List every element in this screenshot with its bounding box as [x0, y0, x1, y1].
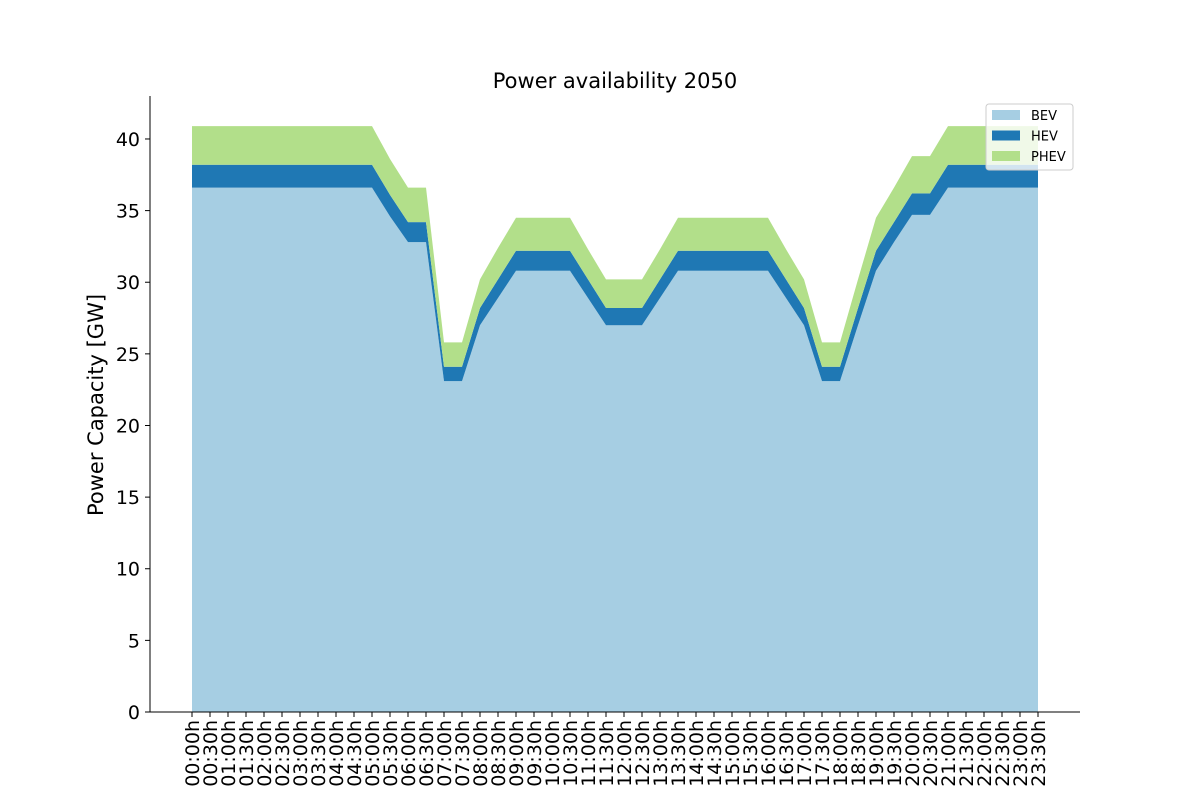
- x-tick-label: 02:00h: [254, 720, 276, 787]
- chart-title: Power availability 2050: [493, 69, 737, 93]
- x-tick-label: 00:30h: [200, 720, 222, 787]
- x-tick-label: 03:30h: [308, 720, 330, 787]
- x-tick-label: 13:00h: [650, 720, 672, 787]
- x-tick-label: 21:30h: [956, 720, 978, 787]
- x-tick-label: 22:00h: [974, 720, 996, 787]
- x-tick-label: 01:30h: [236, 720, 258, 787]
- x-tick-label: 21:00h: [938, 720, 960, 787]
- x-tick-label: 14:00h: [686, 720, 708, 787]
- x-tick-label: 18:30h: [848, 720, 870, 787]
- legend-swatch-bev: [992, 110, 1020, 120]
- y-tick-label: 20: [116, 415, 140, 437]
- area-series-phev: [192, 126, 1038, 367]
- y-tick-label: 40: [116, 129, 140, 151]
- legend-swatch-phev: [992, 151, 1020, 161]
- x-tick-label: 10:00h: [542, 720, 564, 787]
- x-tick-label: 12:30h: [632, 720, 654, 787]
- x-tick-label: 19:30h: [884, 720, 906, 787]
- x-tick-label: 15:30h: [740, 720, 762, 787]
- x-tick-label: 20:00h: [902, 720, 924, 787]
- axes-layer: [149, 96, 1080, 713]
- x-tick-label: 17:00h: [794, 720, 816, 787]
- x-tick-label: 19:00h: [866, 720, 888, 787]
- x-tick-label: 23:30h: [1028, 720, 1050, 787]
- x-tick-label: 20:30h: [920, 720, 942, 787]
- x-tick-label: 17:30h: [812, 720, 834, 787]
- legend-label-bev: BEV: [1031, 109, 1057, 124]
- y-tick-label: 0: [128, 702, 140, 724]
- x-tick-label: 08:30h: [488, 720, 510, 787]
- x-tick-label: 16:00h: [758, 720, 780, 787]
- x-tick-label: 09:30h: [524, 720, 546, 787]
- x-tick-label: 15:00h: [722, 720, 744, 787]
- x-tick-label: 11:00h: [578, 720, 600, 787]
- x-tick-label: 04:00h: [326, 720, 348, 787]
- x-tick-label: 02:30h: [272, 720, 294, 787]
- y-axis-label: Power Capacity [GW]: [84, 294, 108, 516]
- x-tick-label: 08:00h: [470, 720, 492, 787]
- x-tick-label: 06:00h: [398, 720, 420, 787]
- legend-swatch-hev: [992, 130, 1020, 141]
- x-tick-label: 07:30h: [452, 720, 474, 787]
- legend-label-phev: PHEV: [1031, 150, 1066, 165]
- x-tick-label: 14:30h: [704, 720, 726, 787]
- area-layer: [192, 126, 1038, 712]
- x-tick-label: 05:00h: [362, 720, 384, 787]
- x-tick-label: 10:30h: [560, 720, 582, 787]
- x-tick-label: 16:30h: [776, 720, 798, 787]
- legend-label-hev: HEV: [1031, 130, 1058, 145]
- x-tick-label: 22:30h: [992, 720, 1014, 787]
- x-tick-label: 06:30h: [416, 720, 438, 787]
- x-tick-label: 04:30h: [344, 720, 366, 787]
- x-tick-label: 23:00h: [1010, 720, 1032, 787]
- y-ticks: 0 5 10 15 20 25 30 35 40: [116, 129, 150, 724]
- y-tick-label: 5: [128, 630, 140, 652]
- x-tick-label: 00:00h: [182, 720, 204, 787]
- x-tick-label: 07:00h: [434, 720, 456, 787]
- x-tick-label: 01:00h: [218, 720, 240, 787]
- x-ticks: 00:00h00:30h01:00h01:30h02:00h02:30h03:0…: [182, 712, 1050, 787]
- y-tick-label: 25: [116, 344, 140, 366]
- x-tick-label: 18:00h: [830, 720, 852, 787]
- y-tick-label: 35: [116, 201, 140, 223]
- area-series-bev: [192, 187, 1038, 712]
- x-tick-label: 13:30h: [668, 720, 690, 787]
- x-tick-label: 09:00h: [506, 720, 528, 787]
- legend: BEV HEV PHEV: [985, 103, 1074, 171]
- y-tick-label: 15: [116, 487, 140, 509]
- x-tick-label: 05:30h: [380, 720, 402, 787]
- y-tick-label: 30: [116, 272, 140, 294]
- y-tick-label: 10: [116, 559, 140, 581]
- x-tick-label: 11:30h: [596, 720, 618, 787]
- x-tick-label: 03:00h: [290, 720, 312, 787]
- x-tick-label: 12:00h: [614, 720, 636, 787]
- area-series-hev: [192, 164, 1038, 382]
